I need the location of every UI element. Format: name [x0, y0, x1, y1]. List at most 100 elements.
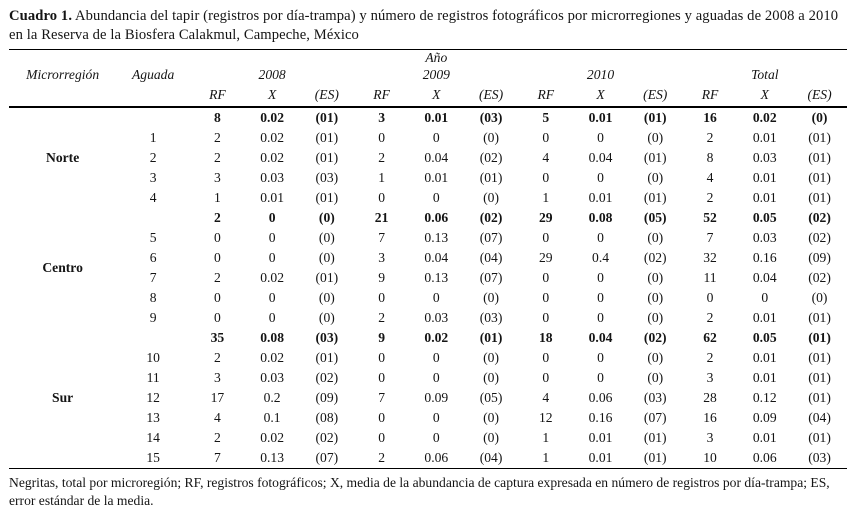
col-header-total: Total: [751, 66, 779, 82]
cell-total-es: (01): [808, 430, 831, 446]
cell-2009-rf: 7: [378, 230, 385, 246]
sub-header-es: (ES): [478, 87, 504, 103]
cell-2009-es: (0): [483, 350, 499, 366]
aguada-number: 12: [146, 390, 160, 406]
cell-2008-x: 0.08: [260, 330, 285, 346]
cell-2009-es: (02): [479, 210, 503, 226]
cell-2009-x: 0.01: [424, 170, 449, 186]
cell-total-es: (01): [808, 130, 831, 146]
cell-total-es: (0): [811, 290, 828, 306]
cell-2010-x: 0: [597, 370, 604, 386]
cell-2010-rf: 5: [542, 110, 550, 126]
cell-2010-x: 0.4: [592, 250, 610, 266]
cell-total-rf: 3: [706, 370, 714, 386]
cell-2009-es: (05): [479, 390, 503, 406]
cell-total-x: 0.09: [752, 410, 777, 426]
cell-2009-x: 0.13: [424, 230, 449, 246]
cell-2009-x: 0: [432, 430, 440, 446]
region-label: Norte: [46, 150, 80, 166]
cell-2009-es: (0): [483, 290, 499, 306]
cell-2010-x: 0: [597, 130, 604, 146]
cell-2010-es: (01): [643, 110, 667, 126]
aguada-number: 2: [149, 150, 157, 166]
cell-total-x: 0.16: [752, 250, 777, 266]
aguada-number: 10: [146, 350, 160, 366]
cell-2009-rf: 1: [378, 170, 385, 186]
cell-total-rf: 10: [703, 450, 717, 466]
cell-total-rf: 62: [703, 330, 717, 346]
cell-total-rf: 16: [703, 410, 717, 426]
caption-label: Cuadro 1.: [9, 8, 73, 24]
region-total-row: Norte 8 0.02 (01) 3 0.01 (03) 5 0.01 (01) 16 0.02 (0…: [9, 107, 847, 165]
aguada-number: 4: [149, 190, 157, 206]
anio-header: Año: [425, 50, 448, 66]
cell-2008-es: (0): [318, 290, 335, 306]
cell-2009-rf: 0: [378, 430, 385, 446]
cell-2010-rf: 4: [542, 150, 550, 166]
cell-2010-x: 0.08: [588, 210, 613, 226]
cell-2009-x: 0.04: [424, 150, 449, 166]
region-label: Sur: [52, 390, 74, 406]
cell-total-x: 0.01: [752, 370, 777, 386]
cell-total-x: 0.03: [752, 230, 777, 246]
cell-2008-es: (09): [315, 390, 339, 406]
cell-2010-es: (02): [643, 330, 667, 346]
cell-2009-rf: 0: [378, 410, 385, 426]
cell-2009-rf: 3: [378, 110, 385, 126]
region-total-row: Centro 2 0 (0) 21 0.06 (02) 29 0.08 (05) 52 0.05 (02…: [9, 208, 847, 275]
cell-total-x: 0: [761, 290, 769, 306]
aguada-row: 2 2 0.02 (01) 2 0.04 (02) 4 0.04 (01) 8 0.03 (01): [9, 148, 847, 168]
cell-2010-x: 0.06: [588, 390, 613, 406]
cell-total-x: 0.04: [752, 270, 777, 286]
cell-2008-x: 0.02: [260, 270, 285, 286]
cell-2010-x: 0.01: [588, 110, 613, 126]
cell-2008-es: (01): [315, 150, 339, 166]
cell-total-rf: 2: [706, 350, 714, 366]
cell-total-x: 0.01: [752, 190, 777, 206]
cell-2009-x: 0.09: [424, 390, 449, 406]
region-total-row: Sur 35 0.08 (03) 9 0.02 (01) 18 0.04 (02) 62 0.05 (0…: [9, 328, 847, 405]
cell-2008-rf: 0: [213, 230, 221, 246]
cell-2009-es: (0): [483, 410, 499, 426]
cell-total-es: (04): [808, 410, 831, 426]
cell-2008-x: 0.1: [263, 410, 281, 426]
cell-2008-rf: 0: [213, 290, 221, 306]
aguada-row: 9 0 0 (0) 2 0.03 (03) 0 0 (0) 2 0.01 (01): [9, 308, 847, 328]
cell-2008-rf: 1: [213, 190, 221, 206]
cell-2008-es: (0): [318, 310, 335, 326]
cell-total-x: 0.05: [752, 210, 777, 226]
cell-2010-x: 0: [597, 290, 604, 306]
cell-2010-x: 0.04: [588, 150, 613, 166]
aguada-row: 11 3 0.03 (02) 0 0 (0) 0 0 (0) 3 0.01 (01): [9, 368, 847, 388]
cell-2009-rf: 0: [378, 290, 385, 306]
cell-2008-rf: 2: [213, 210, 221, 226]
cell-2008-rf: 17: [210, 390, 225, 406]
cell-2009-rf: 7: [378, 390, 385, 406]
cell-total-x: 0.01: [752, 310, 777, 326]
cell-2010-rf: 0: [542, 290, 550, 306]
header-spacer: [190, 50, 354, 66]
cell-2008-rf: 0: [213, 310, 221, 326]
cell-2008-es: (01): [315, 270, 339, 286]
cell-2009-x: 0: [432, 410, 440, 426]
region-label: Centro: [42, 260, 83, 276]
table-body: Norte 8 0.02 (01) 3 0.01 (03) 5 0.01 (01) 16 0.02 (0…: [9, 107, 847, 469]
sub-header-x: X: [432, 87, 441, 103]
sub-header-es: (ES): [807, 87, 832, 103]
cell-2009-es: (07): [479, 230, 503, 246]
cell-2008-x: 0.02: [260, 350, 285, 366]
cell-total-es: (01): [808, 170, 831, 186]
cell-2010-rf: 0: [542, 370, 550, 386]
cell-2008-x: 0: [268, 310, 276, 326]
col-header-aguada: Aguada: [131, 66, 175, 82]
cell-total-es: (01): [808, 150, 831, 166]
aguada-number: 1: [149, 130, 157, 146]
cell-2010-es: (0): [647, 370, 664, 386]
cell-total-rf: 0: [706, 290, 714, 306]
col-header-2009: 2009: [422, 66, 450, 82]
cell-total-es: (01): [808, 370, 831, 386]
aguada-number: 15: [146, 450, 160, 466]
cell-total-rf: 3: [706, 430, 714, 446]
cell-2010-x: 0.16: [588, 410, 613, 426]
cell-2010-rf: 12: [538, 410, 553, 426]
